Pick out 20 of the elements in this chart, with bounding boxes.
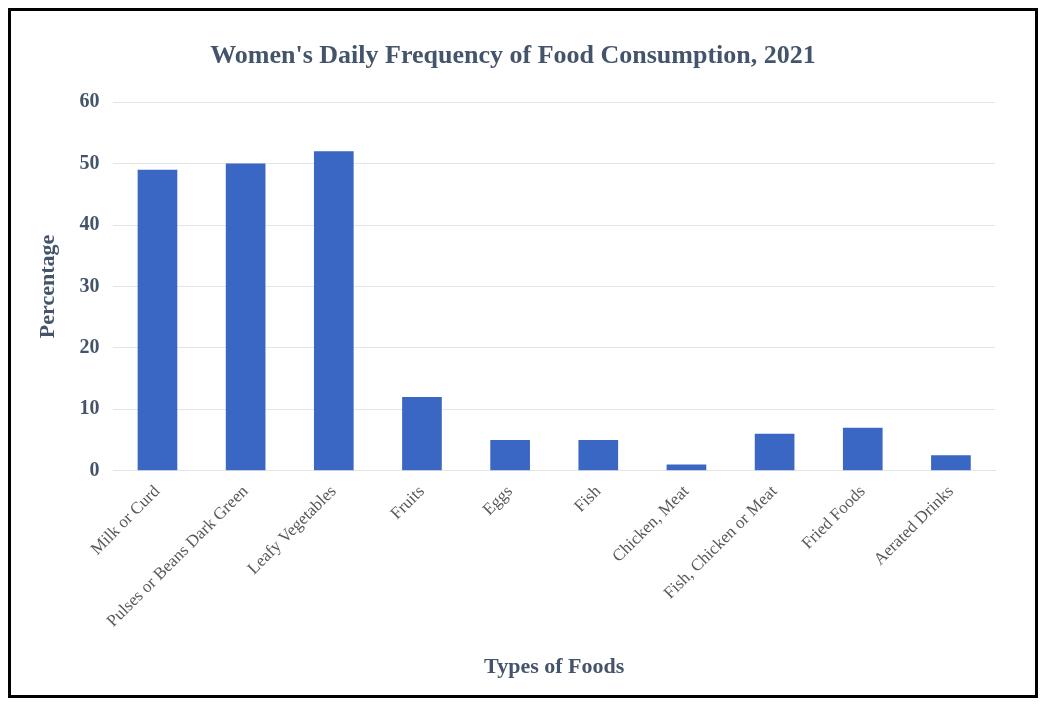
y-tick-label: 10 [79, 396, 100, 419]
x-axis-title: Types of Foods [484, 653, 625, 679]
bar [931, 455, 971, 471]
chart-title: Women's Daily Frequency of Food Consumption, 2021 [210, 40, 816, 70]
y-tick-label: 30 [79, 273, 100, 296]
y-tick-label: 50 [79, 150, 100, 173]
bar [490, 439, 530, 471]
bar [402, 396, 442, 471]
y-tick-label: 20 [79, 335, 100, 357]
bar [225, 163, 266, 471]
y-tick-label: 60 [79, 89, 100, 112]
y-axis-title: Percentage [33, 234, 59, 339]
bar [137, 169, 178, 471]
y-tick-label: 40 [79, 212, 100, 235]
bar [842, 427, 883, 471]
bar [754, 433, 795, 471]
bar [578, 439, 619, 471]
y-tick-label: 0 [89, 457, 100, 480]
bar [313, 151, 354, 471]
x-tick-label: Fish [570, 481, 605, 516]
